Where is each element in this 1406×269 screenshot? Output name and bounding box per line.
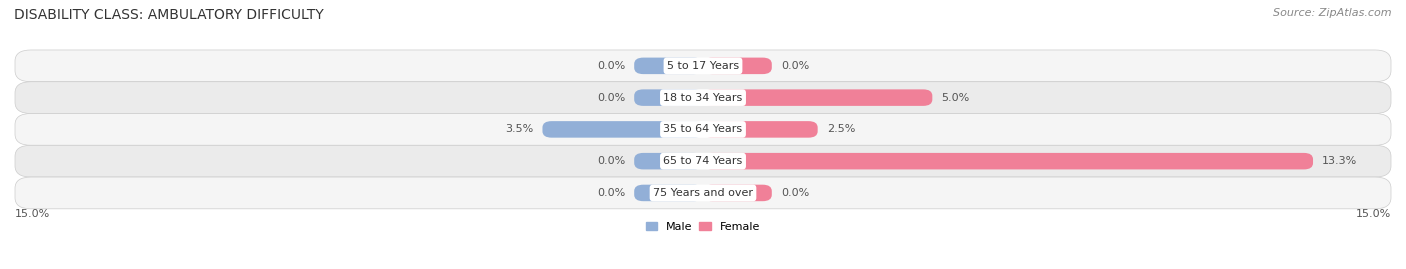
Text: 5.0%: 5.0% — [942, 93, 970, 103]
FancyBboxPatch shape — [15, 177, 1391, 209]
Text: 0.0%: 0.0% — [596, 188, 626, 198]
FancyBboxPatch shape — [703, 153, 1313, 169]
Text: 15.0%: 15.0% — [1355, 209, 1391, 219]
FancyBboxPatch shape — [634, 185, 703, 201]
FancyBboxPatch shape — [703, 121, 818, 138]
Text: 0.0%: 0.0% — [780, 61, 810, 71]
Text: 2.5%: 2.5% — [827, 124, 855, 134]
Text: 0.0%: 0.0% — [596, 93, 626, 103]
Text: 75 Years and over: 75 Years and over — [652, 188, 754, 198]
Text: 13.3%: 13.3% — [1322, 156, 1357, 166]
Text: 0.0%: 0.0% — [780, 188, 810, 198]
Text: 0.0%: 0.0% — [596, 156, 626, 166]
FancyBboxPatch shape — [634, 153, 703, 169]
FancyBboxPatch shape — [703, 185, 772, 201]
Text: 35 to 64 Years: 35 to 64 Years — [664, 124, 742, 134]
FancyBboxPatch shape — [15, 50, 1391, 82]
FancyBboxPatch shape — [634, 58, 703, 74]
Text: Source: ZipAtlas.com: Source: ZipAtlas.com — [1274, 8, 1392, 18]
Text: 18 to 34 Years: 18 to 34 Years — [664, 93, 742, 103]
FancyBboxPatch shape — [15, 114, 1391, 145]
Text: 65 to 74 Years: 65 to 74 Years — [664, 156, 742, 166]
Legend: Male, Female: Male, Female — [647, 222, 759, 232]
Text: 3.5%: 3.5% — [505, 124, 533, 134]
FancyBboxPatch shape — [634, 89, 703, 106]
Text: 0.0%: 0.0% — [596, 61, 626, 71]
Text: 5 to 17 Years: 5 to 17 Years — [666, 61, 740, 71]
FancyBboxPatch shape — [703, 89, 932, 106]
FancyBboxPatch shape — [703, 58, 772, 74]
FancyBboxPatch shape — [15, 145, 1391, 177]
Text: DISABILITY CLASS: AMBULATORY DIFFICULTY: DISABILITY CLASS: AMBULATORY DIFFICULTY — [14, 8, 323, 22]
FancyBboxPatch shape — [15, 82, 1391, 114]
FancyBboxPatch shape — [543, 121, 703, 138]
Text: 15.0%: 15.0% — [15, 209, 51, 219]
